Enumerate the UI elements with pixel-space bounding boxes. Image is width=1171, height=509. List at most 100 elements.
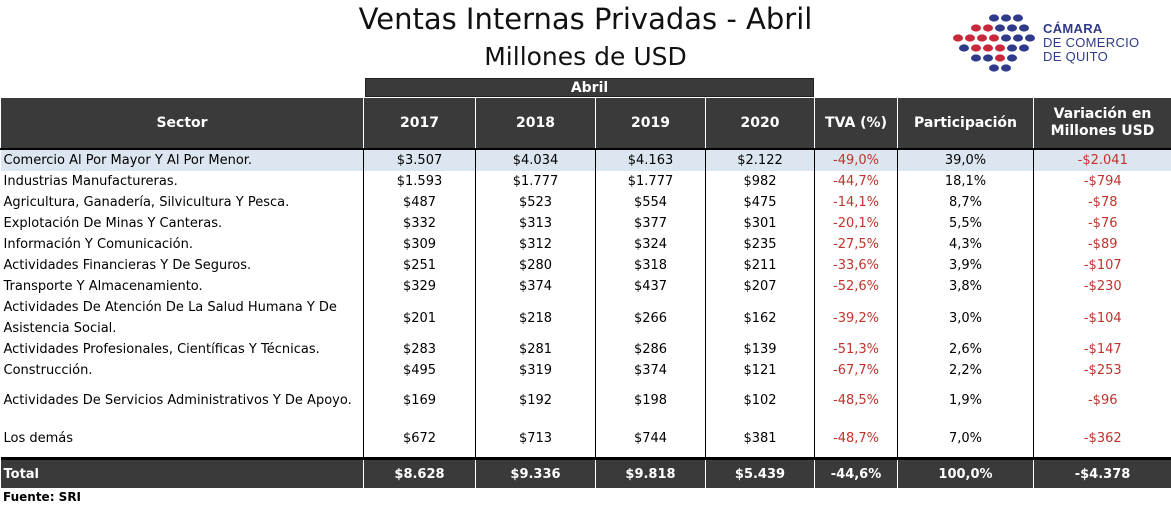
cell-2017: $201 [363, 297, 476, 339]
table-row: Industrias Manufactureras. $1.593 $1.777 $1… [1, 171, 1171, 192]
logo-line-1: CÁMARA [1043, 21, 1103, 36]
table-row: Información Y Comunicación. $309 $312 $324 $… [1, 234, 1171, 255]
logo-dot [1007, 24, 1017, 32]
cell-sector: Industrias Manufactureras. [3, 174, 178, 189]
cell-2018: $312 [475, 234, 596, 255]
total-variacion: -$4.378 [1033, 457, 1171, 488]
header-tva: TVA (%) [814, 97, 898, 150]
cell-tva: -20,1% [814, 213, 898, 234]
table-row: Actividades De Servicios Administrativos… [1, 381, 1171, 419]
cell-2018: $713 [475, 419, 596, 459]
cell-variacion: -$794 [1033, 171, 1171, 192]
total-2017: $8.628 [363, 457, 476, 488]
total-2019: $9.818 [595, 457, 706, 488]
cell-2018: $523 [475, 192, 596, 213]
cell-tva: -14,1% [814, 192, 898, 213]
cell-2017: $672 [363, 419, 476, 459]
cell-2020: $982 [705, 171, 815, 192]
cell-tva: -27,5% [814, 234, 898, 255]
total-participacion: 100,0% [897, 457, 1034, 488]
logo-dot [1007, 54, 1017, 62]
logo-dot [977, 34, 987, 42]
cell-2019: $437 [595, 276, 706, 297]
cell-2019: $286 [595, 339, 706, 360]
cell-2020: $139 [705, 339, 815, 360]
cell-participacion: 3,8% [897, 276, 1034, 297]
cell-tva: -67,7% [814, 360, 898, 381]
cell-tva: -48,7% [814, 419, 898, 459]
total-label: Total [0, 457, 364, 488]
page-subtitle: Millones de USD [484, 42, 687, 71]
table-row: Actividades Financieras Y De Seguros. $25… [1, 255, 1171, 276]
cell-2018: $1.777 [475, 171, 596, 192]
cell-2017: $332 [363, 213, 476, 234]
cell-sector: Información Y Comunicación. [3, 237, 194, 252]
cell-participacion: 2,6% [897, 339, 1034, 360]
cell-2020: $211 [705, 255, 815, 276]
cell-2020: $235 [705, 234, 815, 255]
cell-participacion: 3,9% [897, 255, 1034, 276]
header-2017: 2017 [363, 97, 476, 150]
cell-sector: Los demás [3, 430, 74, 446]
logo-dot [971, 54, 981, 62]
cell-2018: $281 [475, 339, 596, 360]
header-sector: Sector [0, 97, 364, 150]
cell-variacion: -$2.041 [1033, 148, 1171, 171]
cell-2019: $198 [595, 381, 706, 419]
cell-2018: $319 [475, 360, 596, 381]
cell-tva: -33,6% [814, 255, 898, 276]
logo-dot [971, 44, 981, 52]
cell-participacion: 39,0% [897, 148, 1034, 171]
logo-dot [1001, 14, 1011, 22]
logo-dot [1013, 34, 1023, 42]
logo-text: CÁMARA DE COMERCIO DE QUITO [1043, 22, 1139, 64]
header-row: Sector 2017 2018 2019 2020 TVA (%) Parti… [0, 97, 1171, 150]
cell-2020: $381 [705, 419, 815, 459]
cell-variacion: -$230 [1033, 276, 1171, 297]
cell-2020: $102 [705, 381, 815, 419]
cell-sector: Actividades De Servicios Administrativos… [3, 392, 352, 408]
logo-dot [995, 54, 1005, 62]
logo-dot [965, 34, 975, 42]
cell-2018: $313 [475, 213, 596, 234]
cell-2019: $324 [595, 234, 706, 255]
cell-2017: $487 [363, 192, 476, 213]
cell-2018: $4.034 [475, 148, 596, 171]
cell-2017: $495 [363, 360, 476, 381]
cell-tva: -39,2% [814, 297, 898, 339]
cell-2020: $121 [705, 360, 815, 381]
cell-2018: $218 [475, 297, 596, 339]
logo-line-3: DE QUITO [1043, 49, 1109, 64]
total-row: Total $8.628 $9.336 $9.818 $5.439 -44,6%… [0, 457, 1171, 488]
cell-variacion: -$89 [1033, 234, 1171, 255]
table-row: Transporte Y Almacenamiento. $329 $374 $437… [1, 276, 1171, 297]
logo-dot [1001, 34, 1011, 42]
logo-dot [983, 54, 993, 62]
cell-2019: $266 [595, 297, 706, 339]
cell-participacion: 1,9% [897, 381, 1034, 419]
table-row: Explotación De Minas Y Canteras. $332 $313… [1, 213, 1171, 234]
total-tva: -44,6% [814, 457, 898, 488]
cell-2018: $374 [475, 276, 596, 297]
cell-2017: $3.507 [363, 148, 476, 171]
header-variacion: Variación en Millones USD [1033, 97, 1171, 150]
cell-participacion: 7,0% [897, 419, 1034, 459]
cell-tva: -48,5% [814, 381, 898, 419]
cell-tva: -49,0% [814, 148, 898, 171]
logo-dot [983, 24, 993, 32]
table-row: Actividades De Atención De La Salud Huma… [1, 297, 1171, 339]
cell-sector: Actividades De Atención De La Salud Huma… [3, 300, 337, 336]
logo-dot [989, 34, 999, 42]
logo-dot [989, 64, 999, 72]
cell-variacion: -$107 [1033, 255, 1171, 276]
cell-variacion: -$362 [1033, 419, 1171, 459]
cell-2017: $309 [363, 234, 476, 255]
header-participacion: Participación [897, 97, 1034, 150]
logo-dot [995, 44, 1005, 52]
table-row: Construcción. $495 $319 $374 $121 -67,7% 2,2% -… [1, 360, 1171, 381]
logo-dot [995, 24, 1005, 32]
cell-2019: $554 [595, 192, 706, 213]
cell-2019: $318 [595, 255, 706, 276]
cell-sector: Actividades Profesionales, Científicas Y… [3, 342, 320, 357]
logo-dot [953, 34, 963, 42]
